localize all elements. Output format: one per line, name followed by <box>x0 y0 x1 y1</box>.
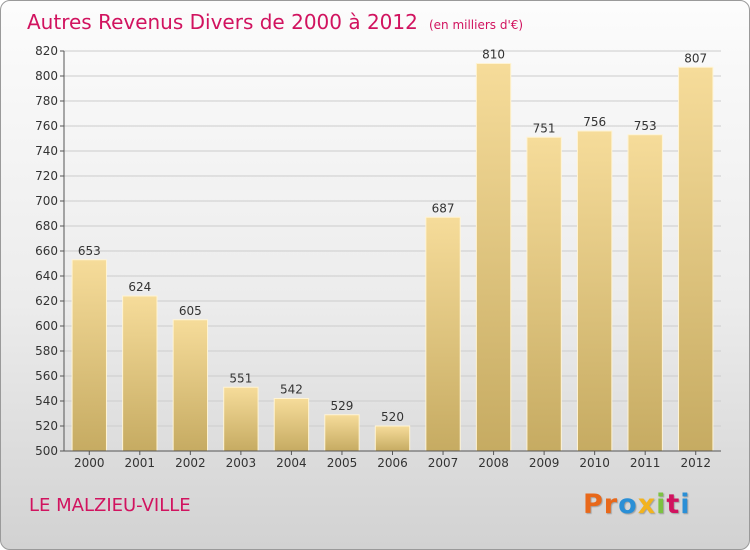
x-tick-label: 2009 <box>529 456 560 470</box>
y-tick-label: 760 <box>35 119 58 133</box>
grid-lines <box>64 50 721 427</box>
x-tick-label: 2011 <box>630 456 661 470</box>
x-tick-label: 2003 <box>226 456 257 470</box>
bar <box>324 414 360 452</box>
bar <box>627 134 663 452</box>
x-tick-label: 2012 <box>680 456 711 470</box>
commune-name: LE MALZIEU-VILLE <box>29 495 191 516</box>
y-tick-label: 680 <box>35 219 58 233</box>
x-tick-label: 2006 <box>377 456 408 470</box>
x-tick-label: 2002 <box>175 456 206 470</box>
chart-title: Autres Revenus Divers de 2000 à 2012 <box>27 10 418 34</box>
y-tick-label: 640 <box>35 269 58 283</box>
x-tick-label: 2000 <box>74 456 105 470</box>
chart-title-line: Autres Revenus Divers de 2000 à 2012 (en… <box>27 10 523 34</box>
y-tick-label: 600 <box>35 319 58 333</box>
y-tick-label: 660 <box>35 244 58 258</box>
data-label: 624 <box>128 280 151 294</box>
logo-letter: o <box>618 489 638 520</box>
y-tick-label: 740 <box>35 144 58 158</box>
x-tick-label: 2010 <box>579 456 610 470</box>
y-tick-label: 820 <box>35 44 58 58</box>
bar <box>71 259 107 452</box>
data-label: 810 <box>482 48 505 62</box>
bar <box>425 216 461 452</box>
bar <box>374 425 411 452</box>
y-tick-label: 720 <box>35 169 58 183</box>
y-tick-label: 500 <box>35 444 58 458</box>
y-tick-label: 780 <box>35 94 58 108</box>
data-label: 653 <box>78 244 101 258</box>
x-tick-label: 2005 <box>327 456 358 470</box>
logo-letter: P <box>583 489 604 520</box>
data-label: 542 <box>280 383 303 397</box>
bars <box>71 63 714 452</box>
logo-letter: t <box>666 489 681 520</box>
chart-subtitle: (en milliers d'€) <box>428 18 524 32</box>
data-label: 529 <box>331 399 354 413</box>
bar <box>223 386 259 452</box>
logo-letter: r <box>603 489 619 520</box>
data-label: 751 <box>533 121 556 135</box>
data-label: 520 <box>381 410 404 424</box>
axes <box>60 50 721 455</box>
y-tick-label: 520 <box>35 419 58 433</box>
y-tick-label: 800 <box>35 69 58 83</box>
y-tick-label: 580 <box>35 344 58 358</box>
data-label: 807 <box>684 51 707 65</box>
x-tick-label: 2007 <box>428 456 459 470</box>
data-label: 551 <box>229 371 252 385</box>
bar <box>475 63 512 452</box>
data-label: 687 <box>432 201 455 215</box>
y-tick-label: 700 <box>35 194 58 208</box>
data-label: 756 <box>583 115 606 129</box>
y-tick-label: 620 <box>35 294 58 308</box>
bar <box>526 136 562 452</box>
x-tick-label: 2004 <box>276 456 307 470</box>
proxiti-logo: Proxiti <box>583 489 691 520</box>
bar <box>172 319 209 452</box>
bar <box>576 130 613 452</box>
bar <box>122 295 158 452</box>
logo-letter: i <box>680 489 691 520</box>
data-label: 753 <box>634 119 657 133</box>
logo-letter: x <box>637 489 657 520</box>
data-label: 605 <box>179 304 202 318</box>
labels: 500 520 540 560 580 600 620 640 660 680 700 720 740 7… <box>35 44 711 470</box>
x-tick-label: 2008 <box>478 456 509 470</box>
y-tick-label: 560 <box>35 369 58 383</box>
bar <box>678 66 714 452</box>
x-tick-label: 2001 <box>125 456 156 470</box>
logo-letter: i <box>656 489 667 520</box>
bar <box>273 398 310 452</box>
y-tick-label: 540 <box>35 394 58 408</box>
